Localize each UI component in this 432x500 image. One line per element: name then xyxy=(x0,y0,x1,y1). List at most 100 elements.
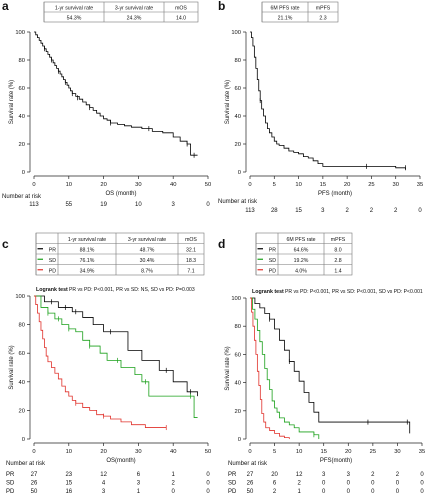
risk-value: 0 xyxy=(322,489,326,495)
x-tick-label: 10 xyxy=(296,449,302,455)
y-tick-label: 100 xyxy=(15,30,25,36)
y-tick-label: 100 xyxy=(231,30,241,36)
y-tick-label: 40 xyxy=(19,380,25,386)
y-tick-label: 20 xyxy=(235,409,241,415)
table-cell: 30.4% xyxy=(140,258,155,264)
x-tick-label: 20 xyxy=(345,449,351,455)
x-tick-label: 35 xyxy=(417,182,423,188)
risk-value: 2 xyxy=(370,208,374,214)
risk-value: 0 xyxy=(396,481,400,487)
table-cell: 8.0 xyxy=(334,248,341,254)
risk-value: 0 xyxy=(396,489,400,495)
table-cell: 2.3 xyxy=(319,16,326,22)
risk-value: 0 xyxy=(420,489,424,495)
table-cell: 21.1% xyxy=(278,16,293,22)
table-cell: 54.3% xyxy=(67,16,82,22)
x-tick-label: 15 xyxy=(320,182,326,188)
risk-value: 50 xyxy=(31,489,38,495)
logrank-label: Logrank test xyxy=(36,287,68,293)
x-tick-label: 0 xyxy=(32,449,35,455)
legend-label-SD: SD xyxy=(49,258,56,264)
table-cell: 8.7% xyxy=(141,269,153,275)
risk-value: 26 xyxy=(247,481,254,487)
risk-row-name-pr: PR xyxy=(6,472,15,478)
x-axis-label: PFS(month) xyxy=(320,458,352,464)
y-tick-label: 20 xyxy=(19,408,25,414)
y-tick-label: 20 xyxy=(19,142,25,148)
x-tick-label: 0 xyxy=(248,449,251,455)
risk-value: 113 xyxy=(29,202,39,208)
table-cell: 34.9% xyxy=(80,269,95,275)
risk-value: 0 xyxy=(347,489,351,495)
y-tick-label: 60 xyxy=(19,86,25,92)
legend-label-PR: PR xyxy=(49,248,56,254)
risk-value: 1 xyxy=(297,489,301,495)
table-header-cell: 3-yr survival rate xyxy=(128,237,166,243)
table-header-cell: mOS xyxy=(175,6,187,12)
risk-value: 2 xyxy=(396,472,400,478)
table-header-cell: mOS xyxy=(185,237,197,243)
risk-value: 0 xyxy=(206,481,210,487)
x-tick-label: 30 xyxy=(392,182,398,188)
table-cell: 4.0% xyxy=(295,269,307,275)
y-tick-label: 80 xyxy=(235,324,241,330)
table-header-cell: 6M PFS rate xyxy=(286,237,315,243)
panel-d-letter: d xyxy=(218,237,225,251)
x-tick-label: 20 xyxy=(100,449,106,455)
risk-row-name-sd: SD xyxy=(228,481,237,487)
x-tick-label: 20 xyxy=(344,182,350,188)
y-tick-label: 0 xyxy=(238,170,241,176)
risk-value: 4 xyxy=(102,481,106,487)
risk-value: 2 xyxy=(345,208,349,214)
risk-value: 1 xyxy=(172,472,176,478)
y-tick-label: 40 xyxy=(19,114,25,120)
table-cell: 2.8 xyxy=(334,258,341,264)
table-cell: 24.3% xyxy=(127,16,142,22)
risk-table-label: Number at risk xyxy=(228,461,268,467)
risk-value: 0 xyxy=(206,202,210,208)
y-axis-label: Survival rate (%) xyxy=(9,80,15,124)
risk-value: 3 xyxy=(321,208,325,214)
table-header-cell: 6M PFS rate xyxy=(270,6,299,12)
x-axis-label: OS (month) xyxy=(105,191,136,197)
y-tick-label: 60 xyxy=(19,351,25,357)
x-tick-label: 30 xyxy=(135,182,141,188)
risk-value: 0 xyxy=(420,472,424,478)
table-header-cell: 1-yr survival rate xyxy=(55,6,93,12)
km-curve-pd xyxy=(34,295,167,428)
table-cell: 19.2% xyxy=(294,258,309,264)
risk-value: 2 xyxy=(394,208,398,214)
risk-value: 0 xyxy=(322,481,326,487)
risk-value: 0 xyxy=(420,481,424,487)
x-tick-label: 10 xyxy=(66,449,72,455)
risk-value: 3 xyxy=(102,489,106,495)
y-tick-label: 0 xyxy=(22,170,25,176)
risk-value: 2 xyxy=(297,481,301,487)
y-tick-label: 80 xyxy=(235,58,241,64)
risk-value: 20 xyxy=(271,472,278,478)
table-header-cell: 1-yr survival rate xyxy=(68,237,106,243)
risk-row-name-pd: PD xyxy=(228,489,237,495)
y-tick-label: 80 xyxy=(19,58,25,64)
x-tick-label: 25 xyxy=(370,449,376,455)
y-axis-label: Survival rate (%) xyxy=(225,346,231,390)
km-curve-all xyxy=(34,31,198,156)
y-tick-label: 20 xyxy=(235,142,241,148)
x-tick-label: 40 xyxy=(170,449,176,455)
logrank-label: Logrank test xyxy=(252,289,284,295)
x-tick-label: 5 xyxy=(273,449,276,455)
y-tick-label: 60 xyxy=(235,86,241,92)
x-tick-label: 10 xyxy=(66,182,72,188)
risk-value: 0 xyxy=(371,481,375,487)
km-curve-sd xyxy=(34,295,198,418)
table-cell: 14.0 xyxy=(176,16,186,22)
y-tick-label: 0 xyxy=(238,437,241,443)
risk-value: 27 xyxy=(247,472,254,478)
x-tick-label: 0 xyxy=(248,182,251,188)
risk-table-label: Number at risk xyxy=(218,199,258,205)
x-tick-label: 50 xyxy=(205,182,211,188)
risk-row-name-pd: PD xyxy=(6,489,15,495)
risk-value: 0 xyxy=(371,489,375,495)
risk-value: 6 xyxy=(273,481,277,487)
risk-value: 26 xyxy=(31,481,38,487)
